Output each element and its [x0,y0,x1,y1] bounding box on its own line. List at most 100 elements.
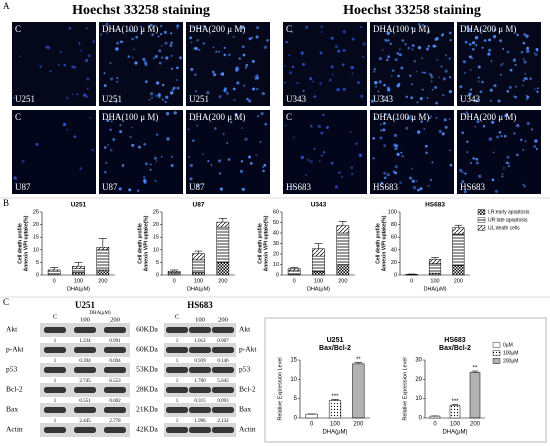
chart-title: U87 [193,202,205,209]
nucleus [320,154,323,157]
nucleus [199,26,202,30]
nucleus [393,133,397,137]
nucleus [302,62,305,66]
y-axis-label: Cell death profile [17,223,23,264]
bar-segment [47,270,61,274]
nucleus [488,137,492,141]
protein-label: Bax [239,405,251,414]
nucleus [128,29,131,32]
nucleus [524,73,527,75]
nucleus [119,130,123,134]
nucleus [232,87,236,91]
nucleus [261,91,265,96]
nucleus [513,132,516,135]
nucleus [342,30,346,34]
nucleus [244,66,247,69]
nucleus [350,65,354,70]
nucleus [263,45,268,49]
nucleus [187,128,190,131]
nucleus [421,71,424,74]
legend-swatch [492,342,501,348]
nucleus [461,180,465,183]
nucleus [429,178,433,182]
nucleus [133,30,136,33]
nucleus [394,165,398,169]
condition-label: DHA(100 μ M) [373,112,429,122]
x-tick-label: 200 [98,278,107,284]
nucleus [175,79,178,81]
blot-band [104,387,126,393]
x-tick-label: 200 [338,278,347,284]
nucleus [107,144,109,146]
nucleus [152,119,155,122]
nucleus [487,52,491,56]
nucleus [234,113,238,117]
nucleus [396,52,400,55]
blot-band [166,347,188,353]
y-tick-label: 15 [290,358,297,364]
nucleus [468,43,472,46]
nucleus [99,33,103,36]
nucleus [128,188,132,192]
nucleus [514,85,517,88]
nucleus [330,36,334,40]
bar-segment [428,259,442,264]
nucleus [196,39,199,42]
nucleus [522,58,525,60]
nucleus [529,77,532,80]
bar-segment [336,264,350,276]
nucleus [448,90,452,94]
nucleus [463,71,467,74]
nucleus [114,100,118,103]
nucleus [360,26,363,29]
nucleus [161,56,164,59]
nucleus [306,158,310,162]
blot-band [212,427,234,433]
nucleus [241,45,245,49]
nucleus [319,51,323,55]
nucleus [462,60,467,64]
y-tick-label: 30 [273,241,279,247]
nucleus [466,25,470,29]
condition-label: DHA(200 μ M) [189,24,245,34]
nucleus [165,56,169,60]
nucleus [477,80,480,83]
panel-label: C [3,297,9,307]
nucleus [336,88,340,92]
nucleus [76,93,79,96]
band-ratio: 1.012 [194,339,206,344]
nucleus [284,64,286,67]
nucleus [381,49,384,51]
nucleus [461,171,464,174]
nucleus [351,37,355,41]
nucleus [481,80,484,84]
nucleus [300,51,304,55]
nucleus [380,129,383,132]
nucleus [143,176,146,179]
nucleus [441,132,445,136]
blot-band [74,407,96,413]
nucleus [176,66,179,70]
nucleus [399,48,401,51]
nucleus [503,134,507,138]
nucleus [399,181,402,184]
x-tick-label: 100 [194,278,203,284]
nucleus [501,175,504,178]
blot-band [212,327,234,333]
y-tick-label: 0 [394,272,397,278]
blot-band [189,407,211,413]
cell-line-label: U87 [102,182,118,192]
band-ratio: 0.002 [109,399,121,404]
band-ratio: 5.645 [217,379,229,384]
nucleus [514,96,518,99]
nucleus [85,95,89,98]
nucleus [145,80,148,84]
nucleus [318,160,321,162]
nucleus [255,35,259,39]
nucleus [499,64,502,67]
nucleus [415,180,418,183]
bar-segment [312,248,325,257]
x-axis-label: DHA(μM) [307,286,330,292]
nucleus [320,131,324,135]
nucleus [243,84,246,87]
